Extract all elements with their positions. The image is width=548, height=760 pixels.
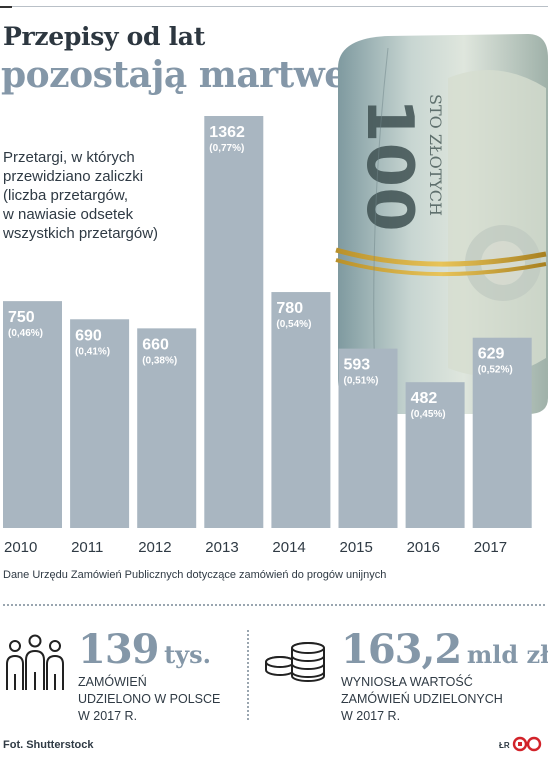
title-line-1: Przepisy od lat	[3, 22, 205, 51]
x-tick-label: 2016	[407, 539, 440, 556]
chart-description: Przetargi, w których przewidziano zalicz…	[3, 148, 193, 243]
caption-line: W 2017 R.	[78, 709, 138, 723]
bar-value-label: 593	[344, 357, 371, 374]
stat-value-number: 163,2	[341, 626, 462, 673]
caption-line: W 2017 R.	[341, 709, 401, 723]
bar-2014	[271, 292, 331, 528]
bar-2015	[338, 348, 398, 528]
x-tick-label: 2017	[474, 539, 507, 556]
stat-orders-unit: tys.	[164, 640, 211, 669]
caption-line: ZAMÓWIEŃ	[78, 675, 147, 689]
bar-percent-label: (0,41%)	[75, 346, 110, 357]
caption-line: UDZIELONO W POLSCE	[78, 692, 221, 706]
bar-2016	[405, 382, 465, 528]
description-line: przewidziano zaliczki	[3, 168, 144, 185]
photo-credit: Fot. Shutterstock	[3, 739, 94, 751]
stat-orders-caption: ZAMÓWIEŃ UDZIELONO W POLSCE W 2017 R.	[78, 674, 220, 725]
bar-percent-label: (0,45%)	[411, 409, 446, 420]
author-initials: ŁR	[499, 741, 510, 750]
x-tick-label: 2010	[4, 539, 37, 556]
bar-value-label: 780	[276, 300, 303, 317]
description-line: wszystkich przetargów)	[3, 225, 159, 242]
x-tick-label: 2013	[205, 539, 238, 556]
bar-value-label: 629	[478, 346, 505, 363]
bar-value-label: 690	[75, 327, 102, 344]
bar-2012	[137, 328, 197, 528]
bar-percent-label: (0,52%)	[478, 365, 513, 376]
coins-icon	[265, 642, 325, 682]
caption-line: ZAMÓWIEŃ UDZIELONYCH	[341, 692, 503, 706]
bar-2013	[204, 116, 264, 528]
top-rule-accent	[0, 6, 12, 8]
stat-value-caption: WYNIOSŁA WARTOŚĆ ZAMÓWIEŃ UDZIELONYCH W …	[341, 674, 503, 725]
bar-2010	[3, 301, 62, 528]
x-tick-label: 2014	[272, 539, 305, 556]
bar-chart: 750 (0,46%) 2010 690 (0,41%) 2011 660 (0,38%) 20…	[3, 116, 532, 556]
description-line: Przetargi, w których	[3, 149, 135, 166]
svg-text:100: 100	[352, 98, 426, 232]
top-rule	[0, 6, 548, 7]
description-line: w nawiasie odsetek	[3, 206, 134, 223]
bar-value-label: 1362	[209, 124, 245, 141]
bar-2011	[70, 319, 130, 528]
bar-2017	[472, 337, 532, 528]
stat-value-amount: 163,2 mld zł	[341, 626, 548, 673]
x-tick-label: 2015	[340, 539, 373, 556]
people-icon	[6, 634, 64, 690]
bar-percent-label: (0,38%)	[142, 355, 177, 366]
bar-percent-label: (0,51%)	[344, 376, 379, 387]
bar-percent-label: (0,54%)	[276, 319, 311, 330]
banknote-roll-illustration: 100 STO ZŁOTYCH	[335, 34, 548, 414]
bar-value-label: 660	[142, 336, 169, 353]
stat-orders-number: 139	[78, 626, 159, 673]
title-line-2: pozostają martwe	[1, 54, 347, 96]
x-tick-label: 2012	[138, 539, 171, 556]
bar-percent-label: (0,77%)	[209, 143, 244, 154]
caption-line: WYNIOSŁA WARTOŚĆ	[341, 675, 473, 689]
x-tick-label: 2011	[71, 539, 103, 556]
svg-text:STO ZŁOTYCH: STO ZŁOTYCH	[426, 94, 445, 216]
bar-value-label: 750	[8, 309, 35, 326]
dotted-divider	[3, 604, 545, 606]
publisher-logo-icon	[512, 736, 542, 752]
stat-value-unit: mld zł	[466, 640, 548, 669]
stat-divider	[247, 630, 249, 720]
bar-percent-label: (0,46%)	[8, 328, 43, 339]
source-note: Dane Urzędu Zamówień Publicznych dotyczą…	[3, 569, 387, 581]
description-line: (liczba przetargów,	[3, 187, 129, 204]
stat-orders-count: 139 tys.	[78, 626, 211, 673]
bar-value-label: 482	[411, 390, 438, 407]
